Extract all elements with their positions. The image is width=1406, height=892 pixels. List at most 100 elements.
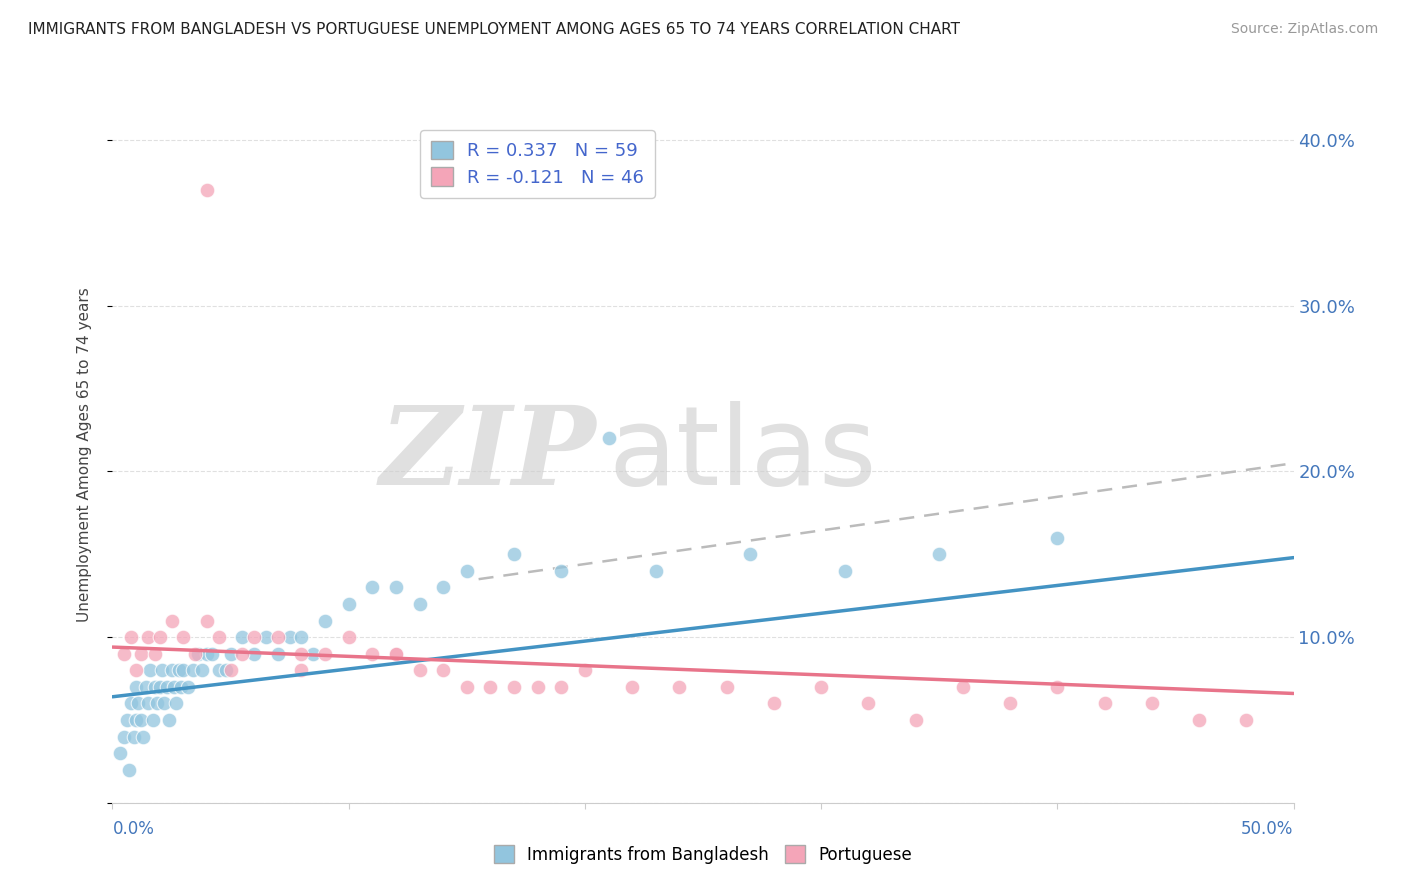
Point xyxy=(408,597,430,611)
Point xyxy=(186,647,208,661)
Point xyxy=(165,697,187,711)
Text: ZIP: ZIP xyxy=(380,401,596,508)
Point xyxy=(208,663,231,677)
Point xyxy=(172,663,194,677)
Point xyxy=(160,663,183,677)
Point xyxy=(181,663,204,677)
Point xyxy=(456,564,478,578)
Point xyxy=(385,647,408,661)
Point xyxy=(432,581,454,595)
Point xyxy=(136,630,159,644)
Point xyxy=(314,647,336,661)
Point xyxy=(337,597,360,611)
Point xyxy=(150,663,173,677)
Point xyxy=(1046,680,1069,694)
Y-axis label: Unemployment Among Ages 65 to 74 years: Unemployment Among Ages 65 to 74 years xyxy=(77,287,91,623)
Point xyxy=(219,663,242,677)
Point xyxy=(550,680,572,694)
Point xyxy=(740,547,762,561)
Point xyxy=(191,663,214,677)
Legend: Immigrants from Bangladesh, Portuguese: Immigrants from Bangladesh, Portuguese xyxy=(486,838,920,871)
Point xyxy=(153,697,176,711)
Point xyxy=(810,680,832,694)
Point xyxy=(644,564,666,578)
Point xyxy=(146,697,169,711)
Point xyxy=(201,647,224,661)
Point xyxy=(122,730,145,744)
Point xyxy=(1234,713,1257,727)
Point xyxy=(904,713,927,727)
Point xyxy=(184,647,207,661)
Point xyxy=(112,730,135,744)
Point xyxy=(195,183,218,197)
Point xyxy=(858,697,880,711)
Point xyxy=(208,630,231,644)
Point xyxy=(1046,531,1069,545)
Point xyxy=(120,630,142,644)
Point xyxy=(1188,713,1211,727)
Point xyxy=(834,564,856,578)
Point xyxy=(219,647,242,661)
Point xyxy=(550,564,572,578)
Point xyxy=(195,614,218,628)
Point xyxy=(108,746,131,760)
Point xyxy=(195,647,218,661)
Point xyxy=(716,680,738,694)
Point xyxy=(149,630,172,644)
Point xyxy=(129,713,152,727)
Point xyxy=(598,431,620,445)
Text: 50.0%: 50.0% xyxy=(1241,820,1294,838)
Point xyxy=(998,697,1021,711)
Point xyxy=(267,630,290,644)
Point xyxy=(157,713,180,727)
Point xyxy=(267,647,290,661)
Point xyxy=(290,647,312,661)
Point xyxy=(952,680,974,694)
Point xyxy=(120,697,142,711)
Point xyxy=(408,663,430,677)
Point xyxy=(172,630,194,644)
Point xyxy=(456,680,478,694)
Point xyxy=(432,663,454,677)
Point xyxy=(129,647,152,661)
Point xyxy=(149,680,172,694)
Point xyxy=(762,697,785,711)
Point xyxy=(385,581,408,595)
Point xyxy=(170,680,193,694)
Point xyxy=(118,763,141,777)
Point xyxy=(167,663,190,677)
Point xyxy=(503,547,526,561)
Point xyxy=(278,630,301,644)
Point xyxy=(1094,697,1116,711)
Point xyxy=(574,663,596,677)
Point xyxy=(668,680,690,694)
Point xyxy=(361,581,384,595)
Point xyxy=(314,614,336,628)
Point xyxy=(160,614,183,628)
Point xyxy=(143,680,166,694)
Point xyxy=(302,647,325,661)
Point xyxy=(290,663,312,677)
Point xyxy=(115,713,138,727)
Point xyxy=(156,680,179,694)
Point xyxy=(125,680,148,694)
Text: Source: ZipAtlas.com: Source: ZipAtlas.com xyxy=(1230,22,1378,37)
Point xyxy=(215,663,238,677)
Point xyxy=(127,697,149,711)
Point xyxy=(254,630,277,644)
Point xyxy=(142,713,165,727)
Point xyxy=(177,680,200,694)
Text: 0.0%: 0.0% xyxy=(112,820,155,838)
Point xyxy=(290,630,312,644)
Legend: R = 0.337   N = 59, R = -0.121   N = 46: R = 0.337 N = 59, R = -0.121 N = 46 xyxy=(420,130,655,197)
Point xyxy=(139,663,162,677)
Text: atlas: atlas xyxy=(609,401,877,508)
Point xyxy=(125,663,148,677)
Point xyxy=(361,647,384,661)
Point xyxy=(243,630,266,644)
Point xyxy=(621,680,644,694)
Point xyxy=(1140,697,1163,711)
Point xyxy=(503,680,526,694)
Point xyxy=(243,647,266,661)
Point xyxy=(163,680,186,694)
